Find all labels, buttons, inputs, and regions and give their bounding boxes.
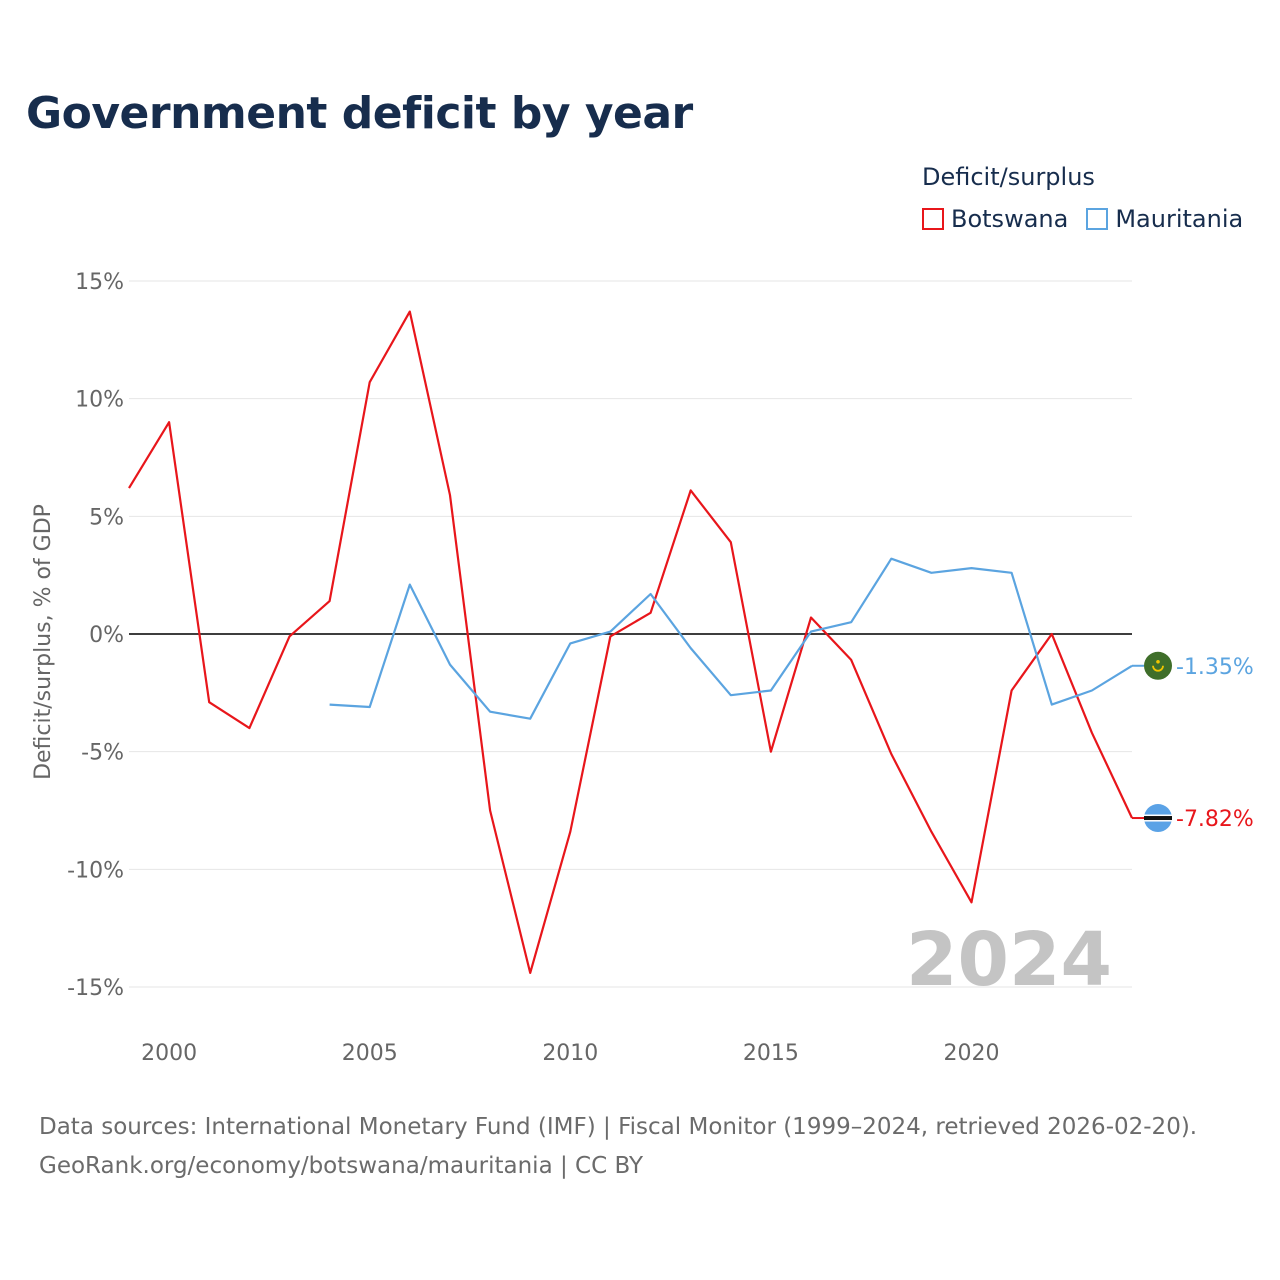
x-tick-label: 2005: [342, 1041, 398, 1066]
y-axis-label: Deficit/surplus, % of GDP: [31, 504, 56, 780]
x-tick-label: 2000: [141, 1041, 197, 1066]
footer-sources: Data sources: International Monetary Fun…: [39, 1114, 1198, 1140]
chart-title: Government deficit by year: [26, 88, 693, 139]
footer-link[interactable]: GeoRank.org/economy/botswana/mauritania …: [39, 1153, 644, 1179]
series-line-mauritania[interactable]: [329, 557, 1133, 720]
legend-label-botswana: Botswana: [951, 205, 1069, 233]
series: [128, 310, 1133, 974]
y-tick-label: 0%: [89, 623, 124, 648]
end-value-label: -7.82%: [1176, 807, 1254, 832]
botswana-flag-icon: [1144, 804, 1172, 833]
y-tick-label: -10%: [67, 858, 124, 883]
legend-item-mauritania[interactable]: Mauritania: [1086, 205, 1243, 233]
y-tick-label: -5%: [81, 741, 124, 766]
y-tick-label: 10%: [75, 388, 124, 413]
y-tick-label: 5%: [89, 505, 124, 530]
x-tick-label: 2015: [743, 1041, 799, 1066]
legend-label-mauritania: Mauritania: [1115, 205, 1244, 233]
end-value-label: -1.35%: [1176, 655, 1254, 680]
mauritania-flag-icon: [1144, 651, 1172, 680]
series-line-botswana[interactable]: [128, 310, 1133, 974]
year-watermark: 2024: [906, 917, 1112, 1003]
legend: Botswana Mauritania: [922, 205, 1243, 233]
y-tick-label: 15%: [75, 270, 124, 295]
legend-title: Deficit/surplus: [922, 163, 1095, 191]
x-tick-label: 2020: [944, 1041, 1000, 1066]
legend-swatch-mauritania: [1086, 208, 1109, 230]
legend-swatch-botswana: [922, 208, 944, 230]
axes: 15% 10% 5% 0% -5% -10% -15% 2000 2005 2010 2015 202…: [67, 270, 1132, 1066]
end-markers: -7.82% -1.35%: [1132, 651, 1254, 833]
legend-item-botswana[interactable]: Botswana: [922, 205, 1068, 233]
y-tick-label: -15%: [67, 976, 124, 1001]
footer: Data sources: International Monetary Fun…: [39, 1108, 1197, 1186]
x-tick-label: 2010: [542, 1041, 598, 1066]
